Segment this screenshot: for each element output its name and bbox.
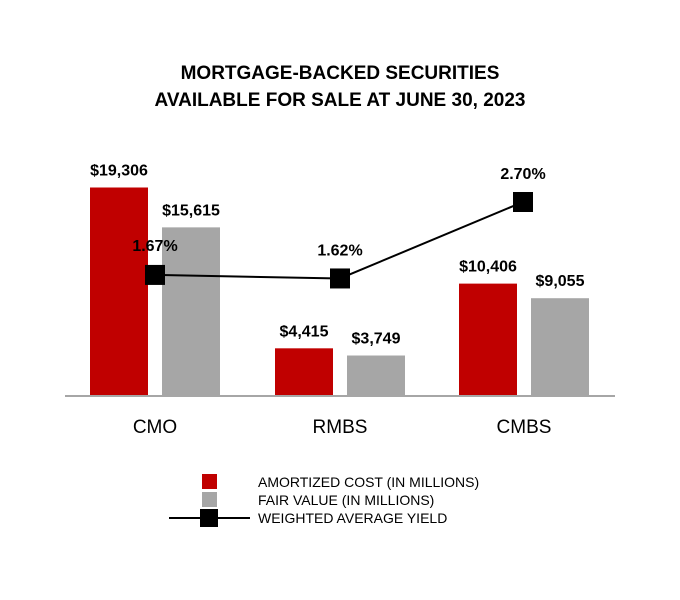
legend-label-amortized-cost: AMORTIZED COST (IN MILLIONS) [258, 474, 479, 490]
label-amortized-cost-cmbs: $10,406 [459, 259, 517, 276]
category-label-rmbs: RMBS [313, 417, 368, 438]
label-fair-value-cmo: $15,615 [162, 202, 220, 219]
label-fair-value-cmbs: $9,055 [536, 273, 585, 290]
legend-label-fair-value: FAIR VALUE (IN MILLIONS) [258, 492, 434, 508]
category-label-cmo: CMO [133, 417, 177, 438]
yield-marker-cmbs [513, 192, 533, 212]
yield-marker-rmbs [330, 268, 350, 289]
labels-layer: $19,306 $15,615 CMO $4,415 $3,749 RMBS $10,406… [90, 162, 584, 438]
label-yield-rmbs: 1.62% [317, 242, 362, 259]
yield-line-layer [145, 192, 533, 289]
label-fair-value-rmbs: $3,749 [352, 331, 401, 348]
bar-fair-value-rmbs [347, 355, 405, 396]
bar-fair-value-cmo [162, 227, 220, 396]
legend-swatch-fair-value [202, 492, 217, 507]
label-amortized-cost-cmo: $19,306 [90, 162, 148, 179]
legend-label-weighted-average-yield: WEIGHTED AVERAGE YIELD [258, 510, 447, 526]
legend-swatch-amortized-cost [202, 474, 217, 489]
legend-marker-weighted-average-yield [200, 509, 218, 527]
legend: AMORTIZED COST (IN MILLIONS) FAIR VALUE (… [169, 474, 479, 527]
label-amortized-cost-rmbs: $4,415 [280, 323, 329, 340]
bar-fair-value-cmbs [531, 298, 589, 396]
yield-marker-cmo [145, 264, 165, 285]
bar-amortized-cost-cmo [90, 187, 148, 396]
category-label-cmbs: CMBS [497, 417, 552, 438]
chart-title: MORTGAGE-BACKED SECURITIES [181, 63, 500, 84]
bar-amortized-cost-cmbs [459, 283, 517, 396]
chart-subtitle: AVAILABLE FOR SALE AT JUNE 30, 2023 [155, 90, 526, 111]
label-yield-cmo: 1.67% [132, 238, 177, 255]
label-yield-cmbs: 2.70% [500, 166, 545, 183]
bar-amortized-cost-rmbs [275, 348, 333, 396]
bars-layer [90, 187, 589, 396]
